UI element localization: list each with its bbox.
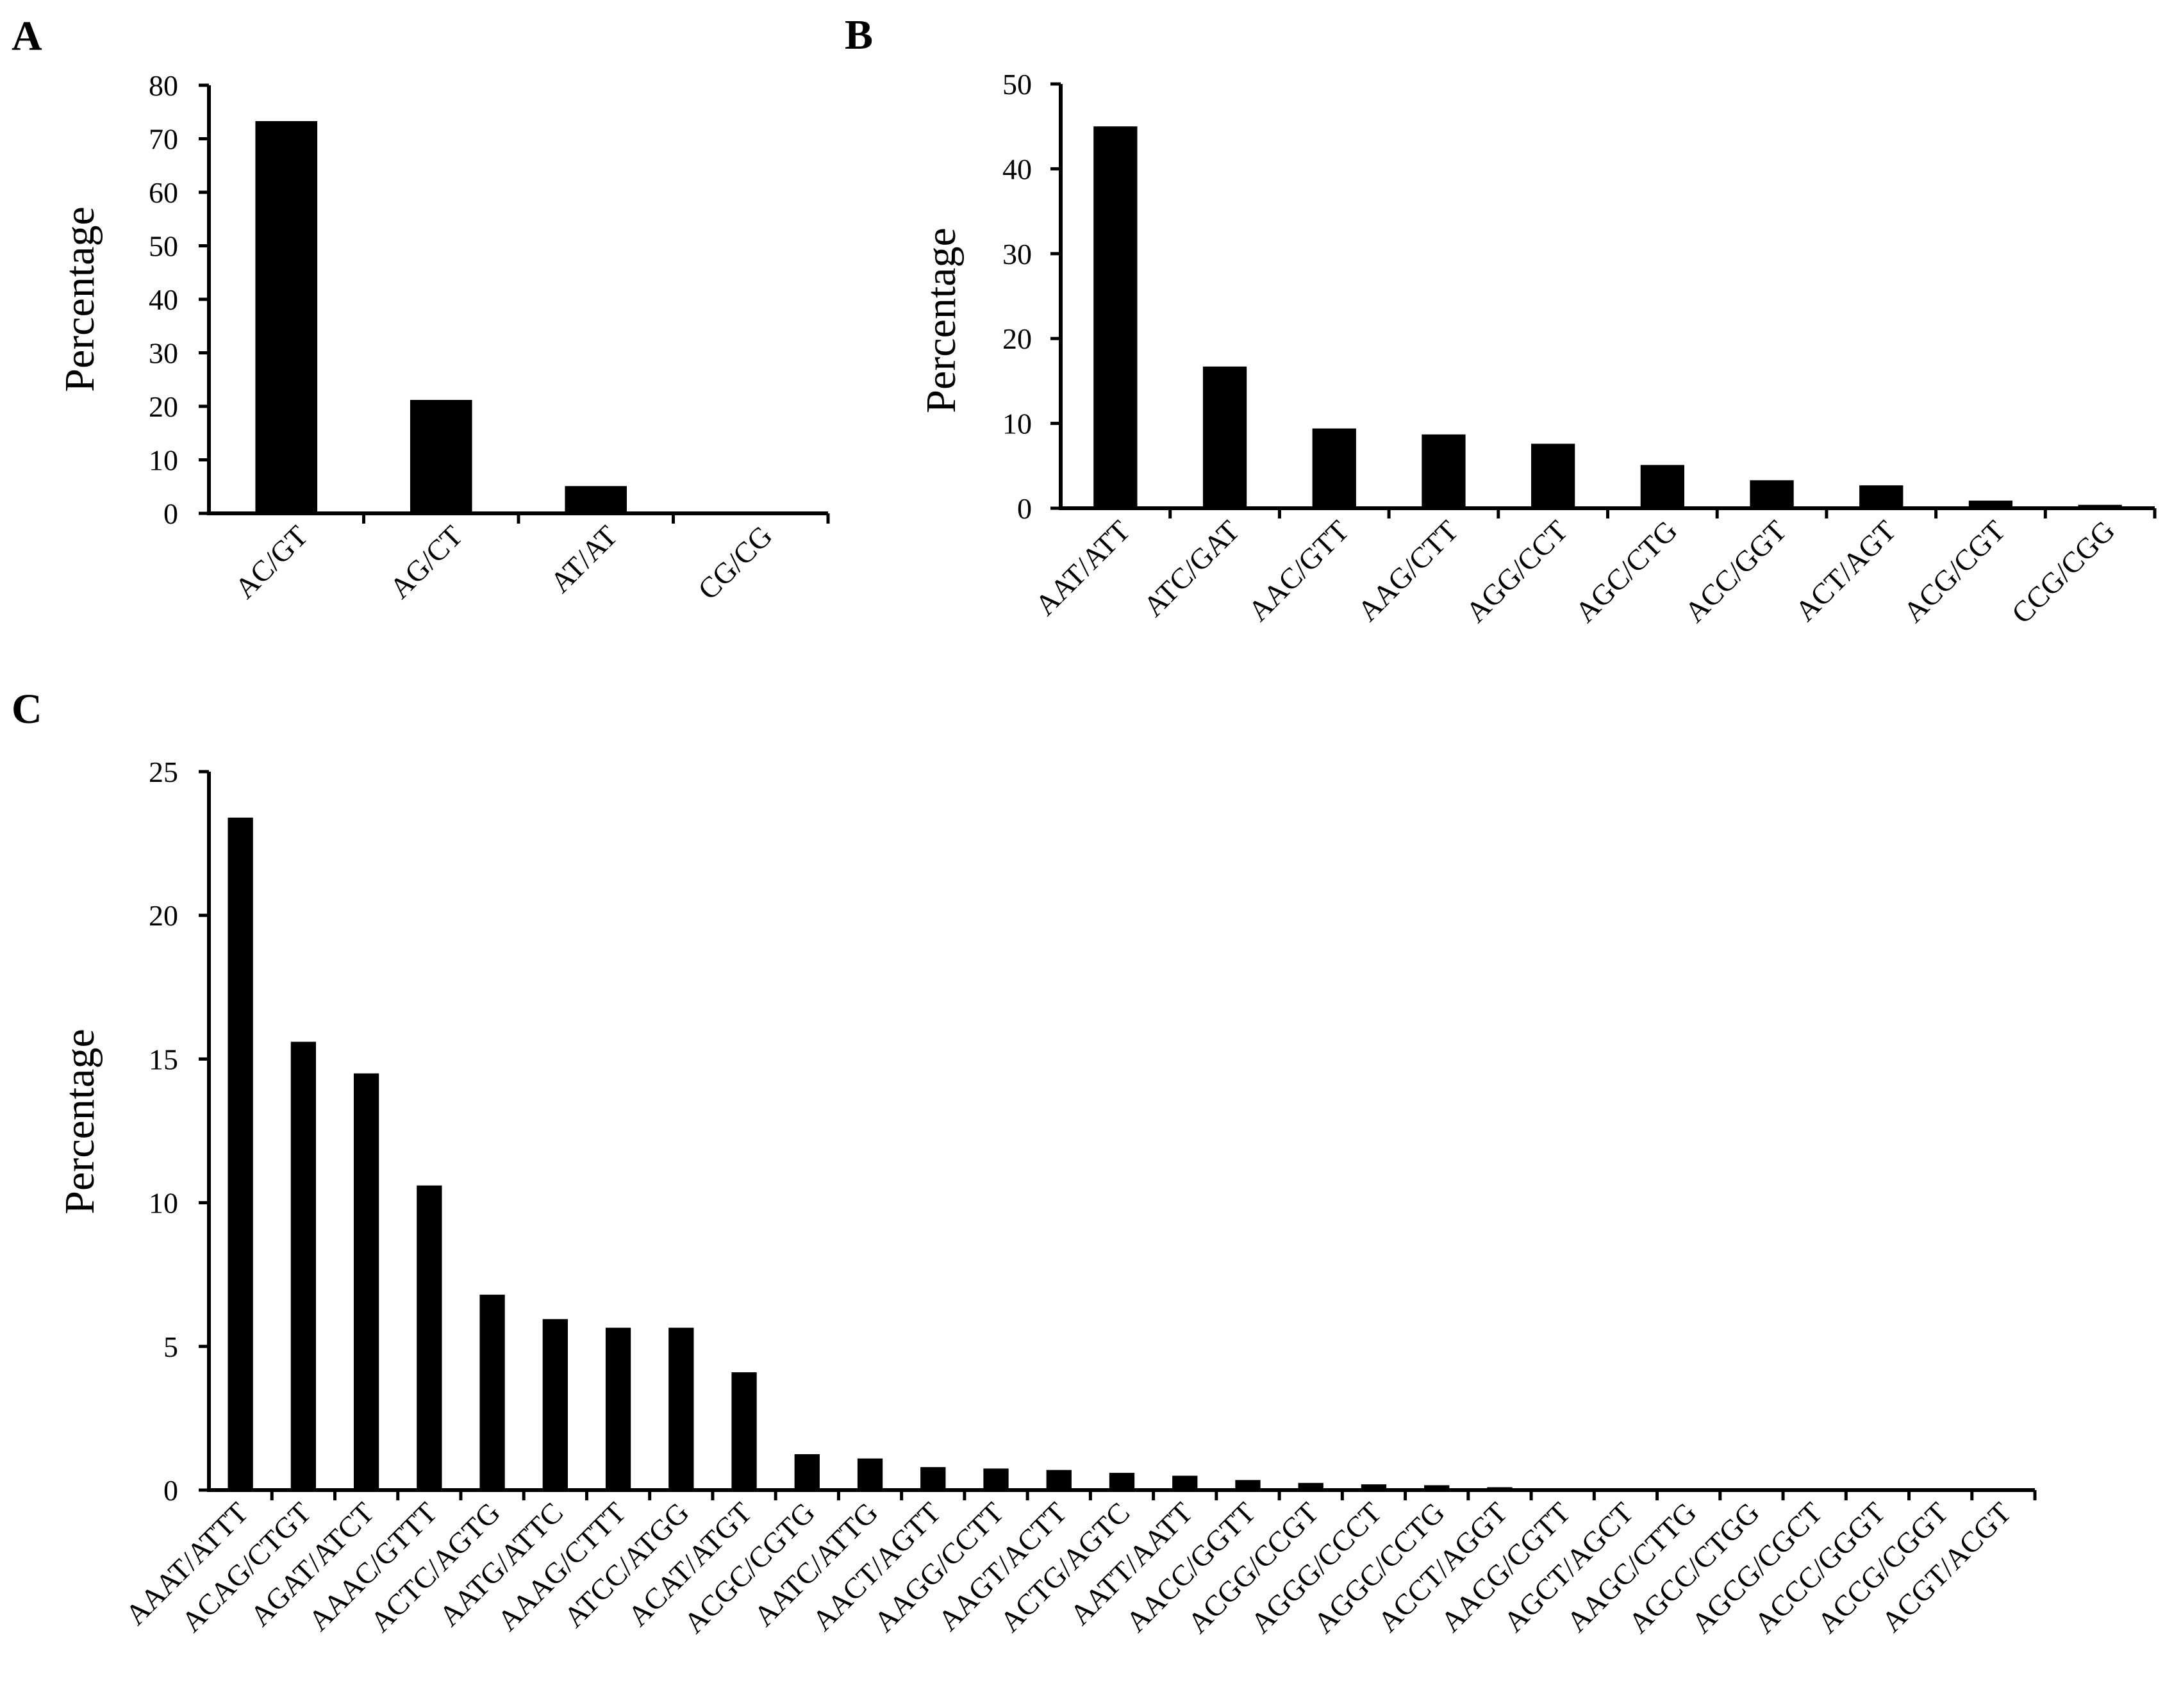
bar-at-at	[565, 486, 627, 513]
bar-acct-aggt	[1487, 1487, 1513, 1490]
y-tick-label: 30	[149, 337, 178, 370]
bar-agcg-cgct	[1802, 1489, 1827, 1490]
bar-agcc-ctgg	[1739, 1489, 1764, 1490]
y-tick-label: 70	[149, 123, 178, 156]
y-tick-label: 50	[1002, 68, 1032, 101]
bar-agc-ctg	[1640, 465, 1684, 508]
y-tick-label: 0	[1017, 492, 1032, 525]
x-tick-label: AAT/ATT	[1029, 514, 1136, 622]
y-tick-label: 20	[149, 390, 178, 423]
bar-aatg-attc	[542, 1319, 568, 1490]
bar-aaag-cttt	[605, 1327, 631, 1490]
y-tick-label: 10	[1002, 408, 1032, 440]
bar-acg-cgt	[1968, 501, 2013, 508]
y-tick-label: 5	[163, 1331, 178, 1363]
bar-ac-gt	[255, 120, 318, 513]
x-tick-label: AC/GT	[228, 519, 314, 605]
y-tick-label: 15	[149, 1043, 178, 1075]
panel-b-y-axis-label: Percentage	[918, 228, 965, 413]
y-tick-label: 10	[149, 444, 178, 477]
bar-ag-ct	[410, 399, 472, 513]
bar-acag-ctgt	[290, 1041, 317, 1490]
y-tick-label: 0	[163, 1474, 178, 1507]
bar-aagt-actt	[1046, 1470, 1072, 1490]
y-tick-label: 50	[149, 230, 178, 263]
bar-acgt-acgt	[1991, 1489, 2016, 1490]
panel-c-letter: C	[12, 686, 42, 733]
bar-aagc-cttg	[1676, 1489, 1702, 1490]
x-tick-label: AGC/CTG	[1569, 514, 1684, 629]
bar-agg-cct	[1531, 444, 1575, 508]
bar-aact-agtt	[920, 1467, 946, 1490]
bar-aaac-gttt	[417, 1185, 442, 1490]
bar-aacg-cgtt	[1550, 1488, 1575, 1490]
bar-ccg-cgg	[2078, 504, 2122, 508]
bar-actc-agtg	[479, 1295, 505, 1490]
bar-atc-gat	[1202, 366, 1247, 508]
y-tick-label: 25	[149, 756, 178, 788]
bar-acc-ggt	[1750, 480, 1794, 508]
panel-a: A 0 10 20 30 40 50 60 70 80 AC/GT AG/CT AT/AT CG/CG P…	[12, 13, 830, 606]
panel-c-y-axis-label: Percentage	[56, 1029, 103, 1215]
bar-aat-att	[1093, 126, 1138, 508]
y-tick-label: 10	[149, 1187, 178, 1220]
bar-accc-gggt	[1864, 1489, 1891, 1490]
panel-b-letter: B	[845, 12, 873, 58]
bar-aagg-cctt	[983, 1468, 1009, 1490]
bar-aatt-aatt	[1172, 1475, 1198, 1490]
panel-c: C 0510152025AAAT/ATTTACAG/CTGTAGAT/ATCTA…	[12, 686, 2037, 1639]
panel-b: B 0 10 20 30 40 50 AAT/ATT ATC/GATAAC/GTTAAG/CT…	[845, 12, 2157, 630]
x-tick-label: AT/AT	[543, 519, 624, 599]
bar-aac-gtt	[1312, 428, 1356, 508]
x-tick-label: ACG/CGT	[1897, 514, 2012, 629]
bar-acgc-cgtg	[794, 1454, 820, 1490]
x-tick-label: CCG/CGG	[2005, 514, 2121, 630]
bar-act-agt	[1859, 485, 1904, 508]
bar-aggg-ccct	[1361, 1484, 1387, 1490]
y-tick-label: 20	[149, 899, 178, 932]
y-tick-label: 30	[1002, 238, 1032, 270]
x-tick-label: AAC/GTT	[1241, 514, 1355, 627]
bar-acat-atgt	[731, 1372, 757, 1490]
y-tick-label: 20	[1002, 322, 1032, 355]
bar-acgg-ccgt	[1298, 1482, 1323, 1490]
x-tick-label: ACT/AGT	[1789, 514, 1902, 627]
y-tick-label: 0	[163, 497, 178, 530]
x-tick-label: ATC/GAT	[1137, 514, 1246, 623]
bar-agat-atct	[353, 1073, 379, 1490]
panel-a-y-axis-label: Percentage	[56, 206, 103, 392]
y-tick-label: 60	[149, 176, 178, 209]
panel-a-letter: A	[12, 13, 42, 60]
bar-agct-agct	[1613, 1489, 1639, 1490]
y-tick-label: 40	[1002, 153, 1032, 185]
y-tick-label: 80	[149, 69, 178, 102]
y-tick-label: 40	[149, 283, 178, 316]
bar-aggc-cctg	[1424, 1485, 1450, 1490]
bar-atcc-atgg	[668, 1327, 694, 1490]
x-tick-label: CG/CG	[692, 519, 778, 606]
bar-aag-ctt	[1422, 434, 1466, 508]
x-tick-label: AAG/CTT	[1351, 514, 1464, 627]
bar-accg-cggt	[1927, 1489, 1953, 1490]
bar-actg-agtc	[1109, 1473, 1135, 1490]
x-tick-label: ACC/GGT	[1678, 514, 1793, 629]
bar-aatc-attg	[857, 1458, 883, 1490]
x-tick-label: AGG/CCT	[1459, 514, 1574, 629]
bar-aaat-attt	[228, 817, 253, 1490]
x-tick-label: AG/CT	[383, 519, 469, 605]
bar-aacc-ggtt	[1235, 1480, 1261, 1490]
